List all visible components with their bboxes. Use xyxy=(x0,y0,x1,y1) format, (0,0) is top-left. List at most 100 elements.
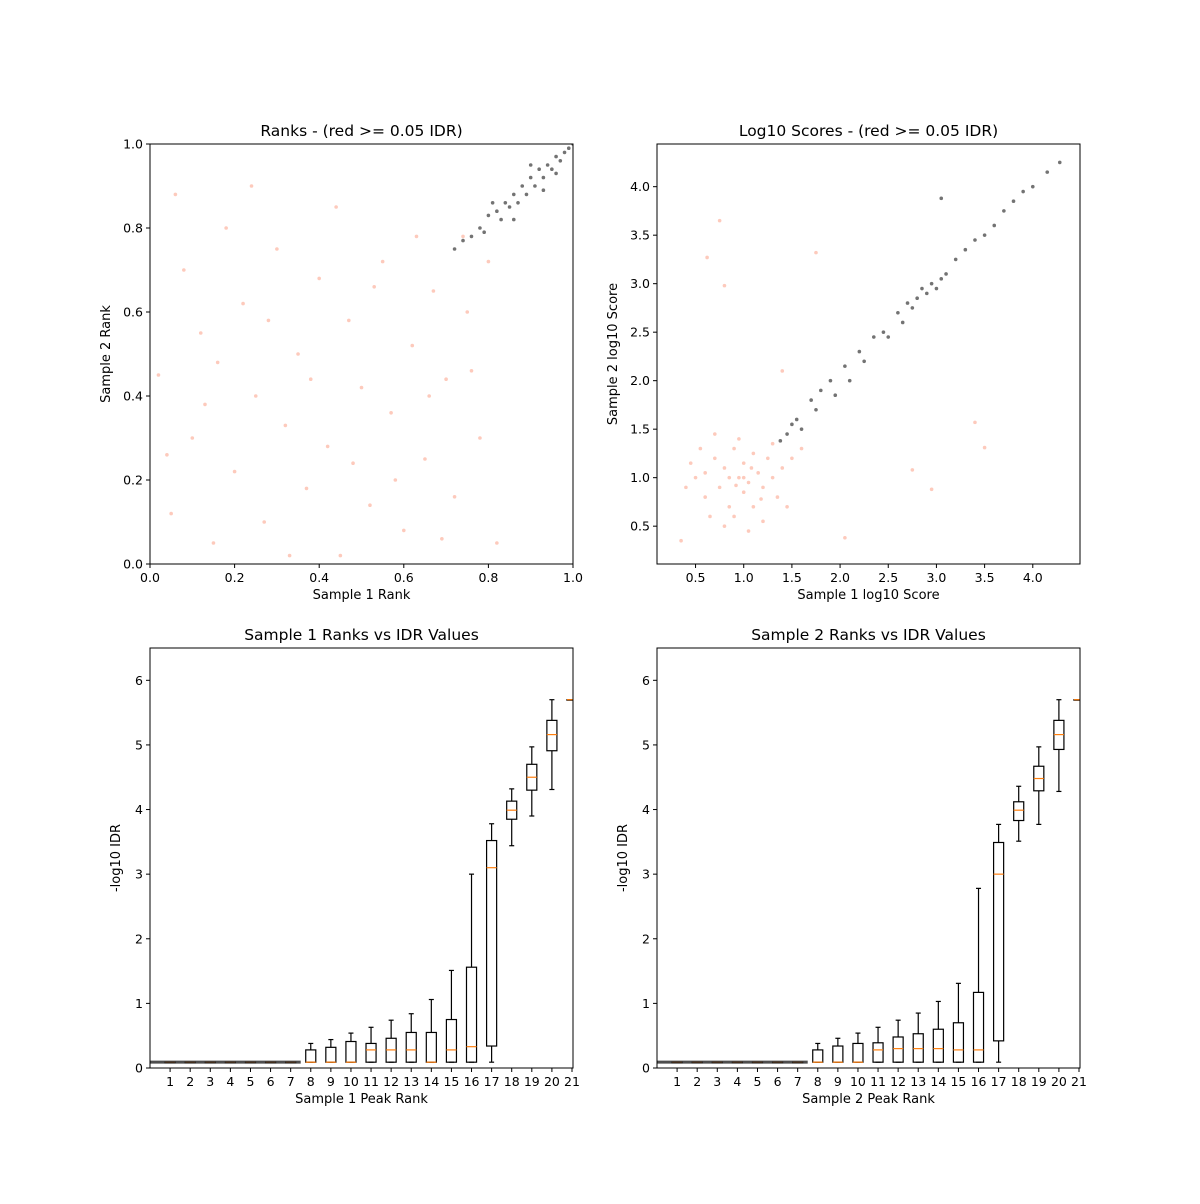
data-point xyxy=(934,286,939,291)
data-point xyxy=(734,483,738,488)
data-point xyxy=(713,432,717,436)
data-point xyxy=(780,369,785,373)
data-point xyxy=(910,306,915,310)
x-tick-label: 14 xyxy=(930,1074,946,1089)
y-tick-label: 2.0 xyxy=(630,373,650,388)
subplot-3: 1 2 3 4 5 6 7 8 9 10 11 12 13 14 15 16 17 18 19 20 210123456… xyxy=(109,626,580,1107)
data-point xyxy=(790,456,794,461)
x-tick-label: 0.0 xyxy=(140,570,160,585)
data-point xyxy=(857,349,862,354)
data-point xyxy=(165,453,169,457)
data-point xyxy=(759,497,763,501)
box-13 xyxy=(912,1012,924,1063)
x-tick-label: 20 xyxy=(1051,1074,1067,1089)
box-body xyxy=(1013,801,1025,822)
data-point xyxy=(410,343,415,348)
data-point xyxy=(275,247,279,251)
data-point xyxy=(283,423,288,428)
data-point xyxy=(761,485,765,490)
x-tick-label: 3.5 xyxy=(975,570,995,585)
data-point xyxy=(703,495,707,499)
data-point xyxy=(992,223,997,228)
data-point xyxy=(347,318,351,323)
data-point xyxy=(507,205,512,209)
box-13 xyxy=(405,1013,417,1063)
data-point xyxy=(749,466,754,470)
x-tick-label: 9 xyxy=(327,1074,335,1089)
x-tick-label: 7 xyxy=(287,1074,295,1089)
data-point xyxy=(862,359,866,364)
y-tick-label: 0.8 xyxy=(123,221,143,236)
box-18 xyxy=(1013,785,1025,842)
data-point xyxy=(461,238,465,243)
data-point xyxy=(452,247,457,251)
data-point xyxy=(287,553,292,558)
data-point xyxy=(881,330,886,334)
data-point xyxy=(722,283,727,288)
data-point xyxy=(173,192,178,197)
box-10 xyxy=(852,1032,864,1063)
data-point xyxy=(953,257,958,262)
x-tick-label: 3.0 xyxy=(926,570,946,585)
data-point xyxy=(1057,160,1062,165)
box-body xyxy=(325,1046,337,1063)
x-axis: 0.0 0.2 0.4 0.6 0.8 1.0 xyxy=(140,564,583,585)
x-tick-label: 0.2 xyxy=(225,570,245,585)
data-point xyxy=(741,475,746,480)
y-tick-label: 6 xyxy=(135,673,143,688)
data-point xyxy=(698,446,703,451)
box-body xyxy=(546,719,558,752)
x-tick-label: 6 xyxy=(774,1074,782,1089)
data-point xyxy=(939,196,944,201)
data-point xyxy=(262,520,267,524)
box-21 xyxy=(566,699,573,701)
box-16 xyxy=(972,887,985,1063)
x-tick-label: 4 xyxy=(226,1074,234,1089)
data-point xyxy=(722,466,727,470)
data-point xyxy=(541,188,546,192)
data-point xyxy=(182,268,186,272)
data-point xyxy=(732,446,736,451)
y-axis-label: -log10 IDR xyxy=(616,824,631,892)
data-point xyxy=(693,475,698,480)
box-9 xyxy=(832,1037,844,1063)
x-axis: 1 2 3 4 5 6 7 8 9 10 11 12 13 14 15 16 17 18 19 20 21 xyxy=(673,1068,1087,1089)
x-tick-label: 18 xyxy=(1011,1074,1027,1089)
chart-title: Ranks - (red >= 0.05 IDR) xyxy=(260,122,462,140)
box-body xyxy=(465,966,478,1063)
x-tick-label: 19 xyxy=(1031,1074,1047,1089)
y-tick-label: 0.6 xyxy=(123,305,143,320)
y-tick-label: 6 xyxy=(642,673,650,688)
box-body xyxy=(852,1042,864,1063)
data-point xyxy=(778,439,783,443)
data-point xyxy=(717,218,722,223)
data-point xyxy=(973,238,977,242)
data-point xyxy=(156,373,161,377)
box-10 xyxy=(345,1032,357,1063)
y-tick-label: 2 xyxy=(135,931,143,946)
x-tick-label: 2 xyxy=(693,1074,701,1089)
data-point xyxy=(334,205,338,209)
data-point xyxy=(558,159,563,163)
data-point xyxy=(554,171,558,176)
box-body xyxy=(405,1031,417,1063)
data-point xyxy=(705,255,709,260)
data-point xyxy=(684,485,688,490)
data-point xyxy=(843,364,847,368)
data-point xyxy=(737,475,741,480)
box-body xyxy=(832,1045,844,1063)
x-tick-label: 3 xyxy=(206,1074,214,1089)
data-point xyxy=(211,541,216,545)
data-point xyxy=(1045,170,1050,174)
box-20 xyxy=(546,699,558,791)
data-point xyxy=(770,475,775,480)
data-point xyxy=(452,495,457,499)
x-tick-label: 1.0 xyxy=(734,570,754,585)
y-axis: 0.0 0.2 0.4 0.6 0.8 1.0 xyxy=(123,137,150,572)
data-point xyxy=(785,432,789,436)
box-15 xyxy=(445,969,458,1063)
x-tick-label: 15 xyxy=(950,1074,966,1089)
data-point xyxy=(794,417,799,422)
x-tick-label: 10 xyxy=(343,1074,359,1089)
